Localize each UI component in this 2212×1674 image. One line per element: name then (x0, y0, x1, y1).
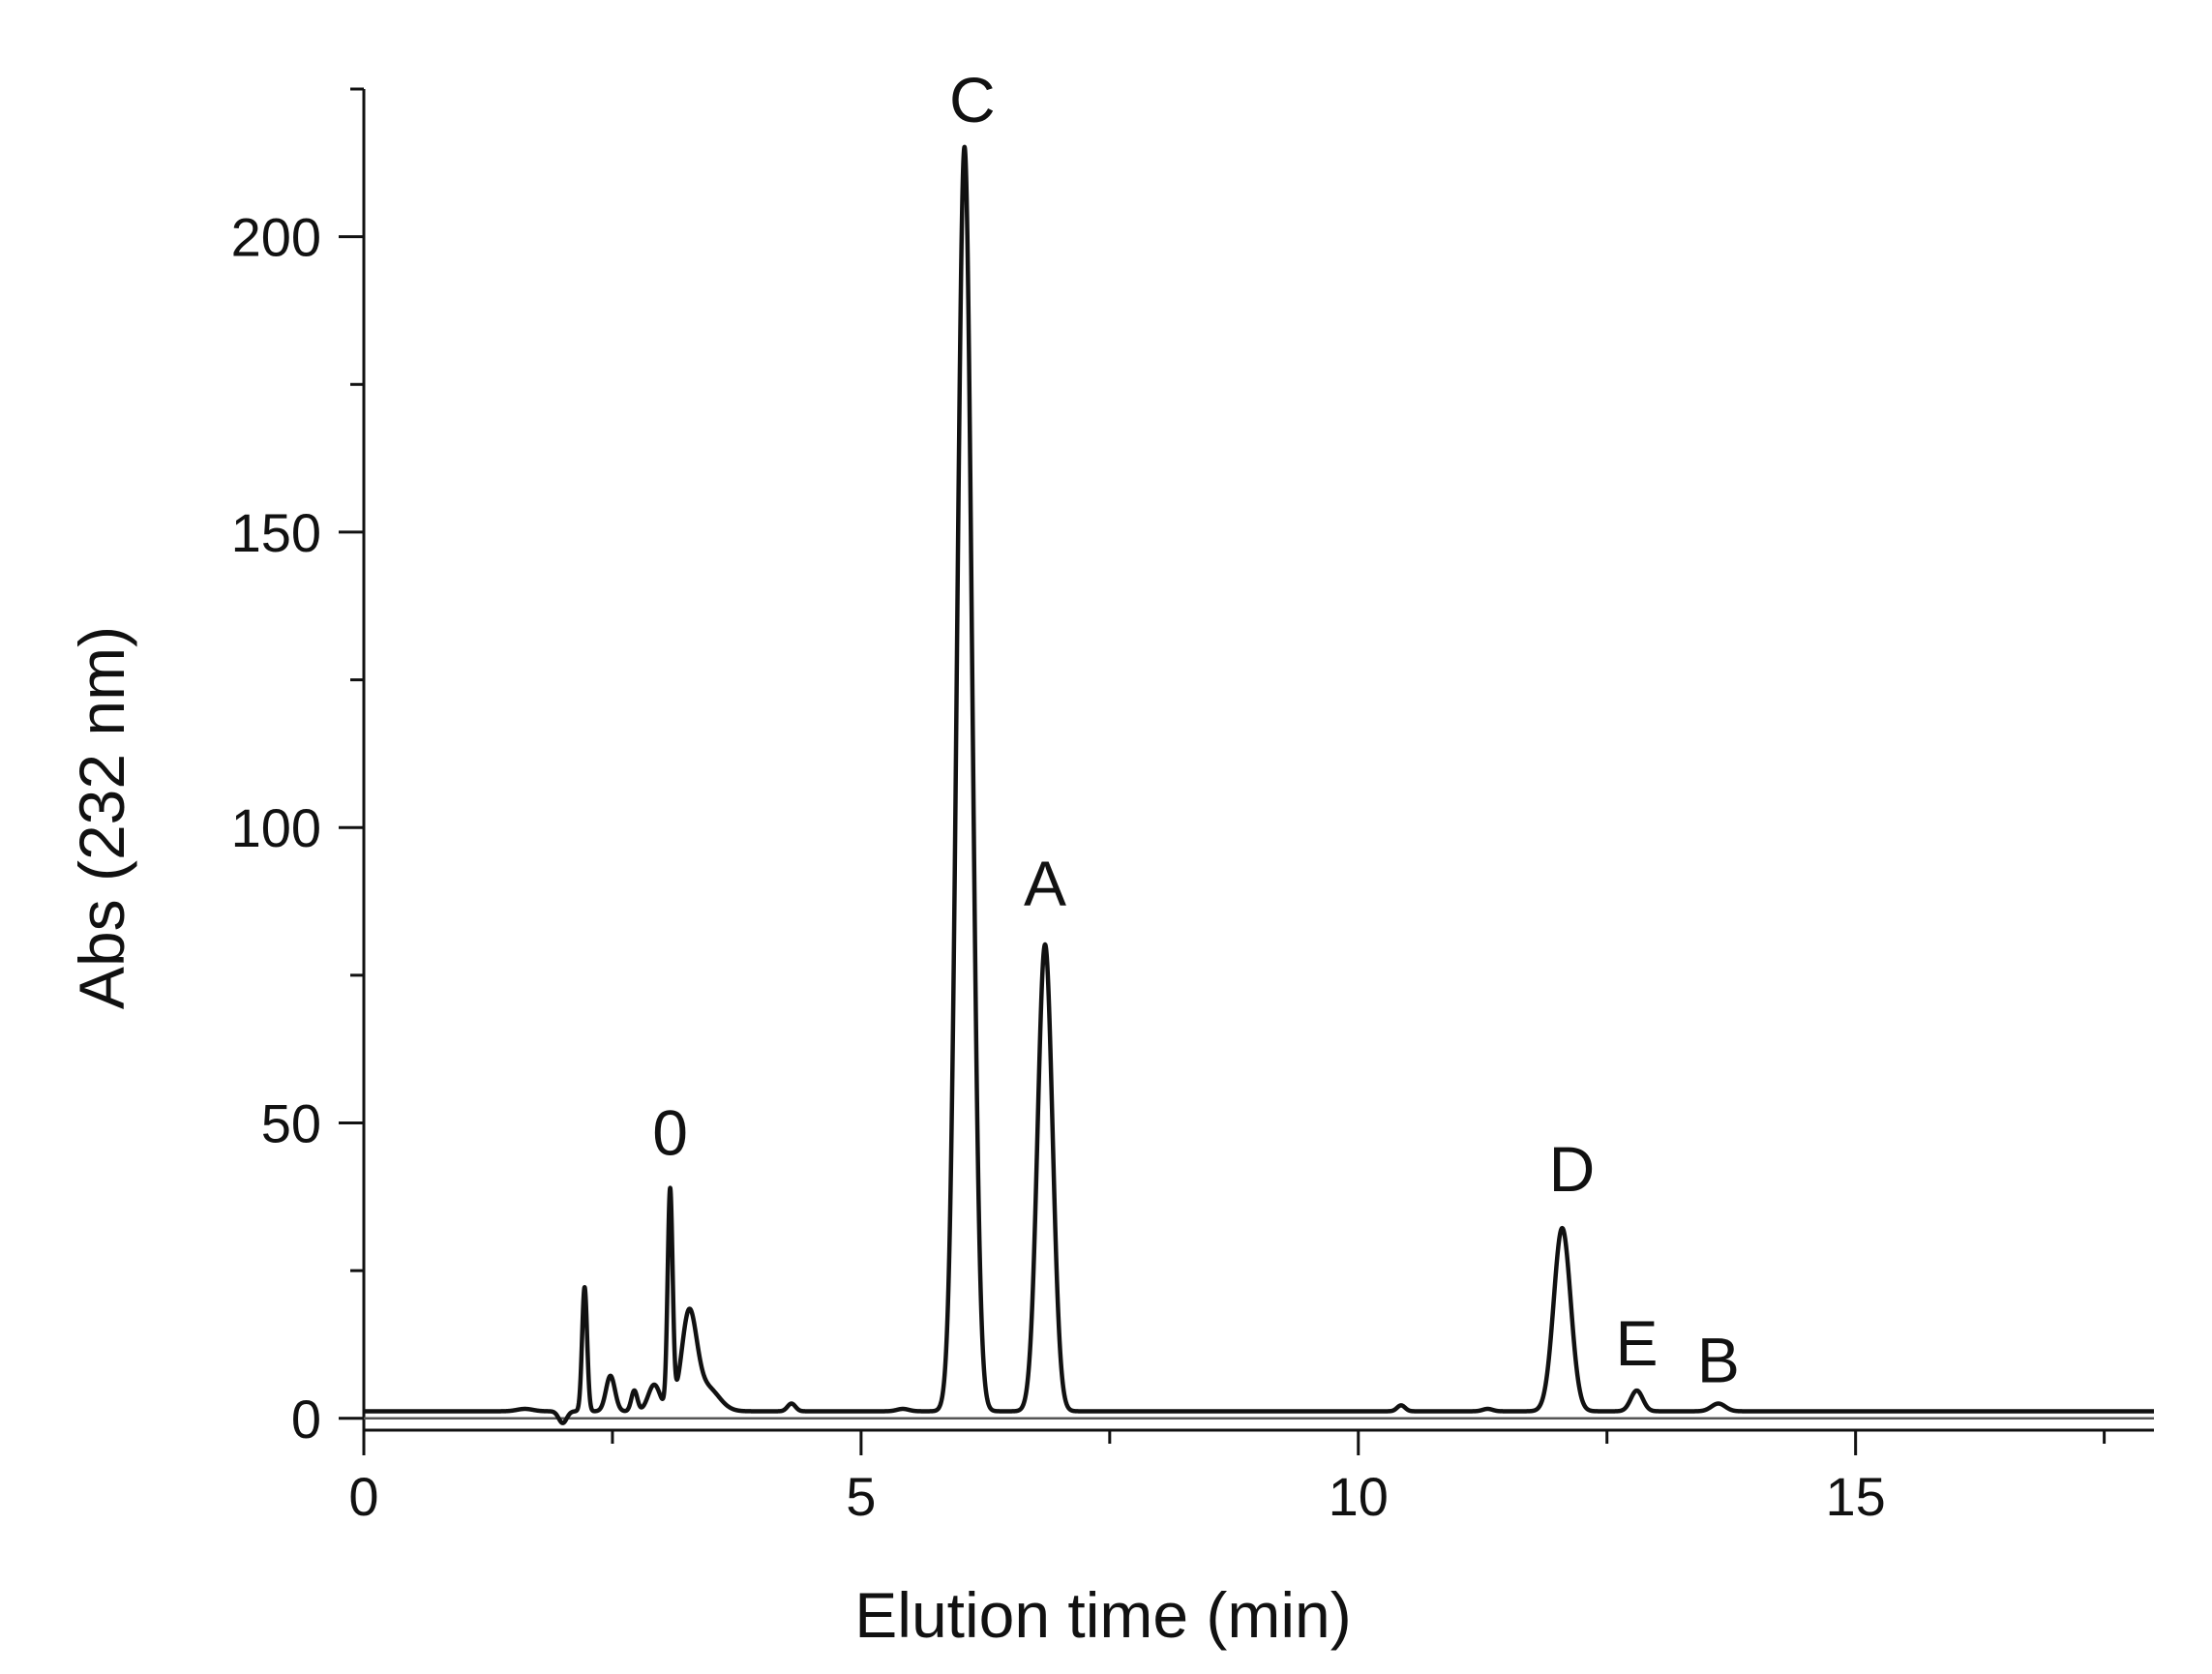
peak-label-c: C (949, 64, 996, 135)
peak-label-e: E (1616, 1307, 1659, 1379)
x-tick-label: 5 (846, 1466, 876, 1527)
y-ticks: 0 50 100 150 200 (231, 87, 364, 1450)
y-tick-label: 200 (231, 207, 321, 268)
y-tick-label: 150 (231, 502, 321, 563)
peak-labels: 0 C A D E B (652, 64, 1740, 1396)
axes: 0 5 10 15 0 50 100 150 200 (231, 87, 2154, 1527)
y-tick-label: 50 (261, 1093, 321, 1154)
y-tick-label: 0 (291, 1389, 321, 1450)
peak-label-b: B (1697, 1325, 1740, 1396)
peak-label-zero: 0 (652, 1097, 688, 1169)
y-tick-label: 100 (231, 797, 321, 858)
x-ticks: 0 5 10 15 (348, 1430, 2107, 1527)
x-axis-title: Elution time (min) (854, 1579, 1351, 1651)
x-tick-label: 10 (1329, 1466, 1389, 1527)
peak-label-d: D (1549, 1133, 1596, 1205)
x-tick-label: 0 (348, 1466, 378, 1527)
y-axis-title: Abs (232 nm) (66, 626, 137, 1009)
peak-label-a: A (1024, 848, 1066, 919)
chromatogram-trace (361, 144, 2157, 1425)
series (361, 144, 2157, 1425)
x-tick-label: 15 (1826, 1466, 1886, 1527)
